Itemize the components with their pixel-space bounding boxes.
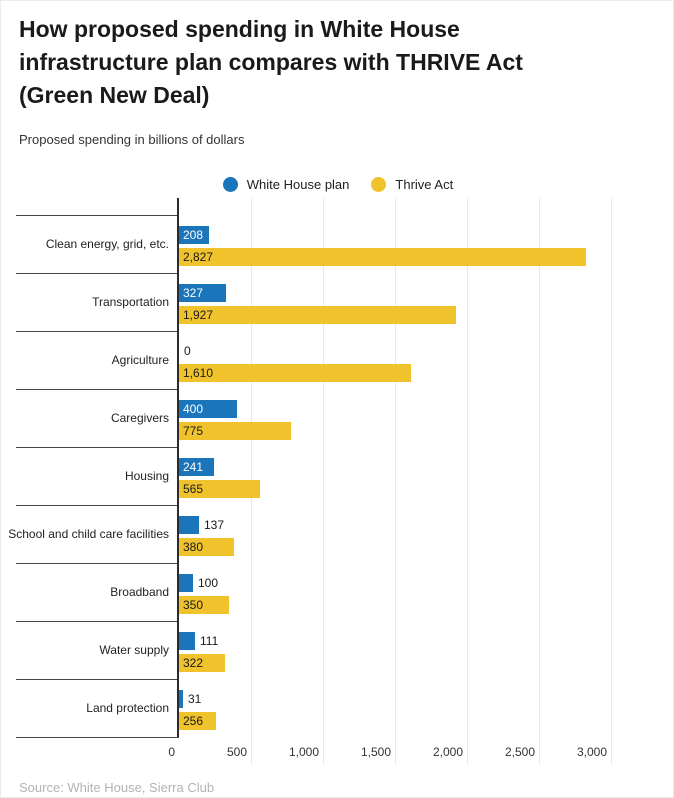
bar-white-house-plan bbox=[179, 632, 195, 650]
bar-value-label: 241 bbox=[183, 460, 204, 474]
category-label: Caregivers bbox=[110, 411, 169, 425]
bar-value-label: 2,827 bbox=[183, 250, 214, 264]
axis-line bbox=[177, 198, 179, 737]
grouped-bar-chart: Clean energy, grid, etc. 208 2,827 Transpor… bbox=[1, 198, 673, 773]
chart-title: How proposed spending in White House inf… bbox=[19, 16, 523, 108]
bar-white-house-plan bbox=[179, 690, 183, 708]
legend: White House plan Thrive Act bbox=[1, 177, 673, 192]
bar-white-house-plan bbox=[179, 574, 193, 592]
x-tick-label: 1,500 bbox=[360, 745, 391, 759]
bar-thrive-act bbox=[179, 364, 411, 382]
row-separator bbox=[16, 679, 179, 680]
bar-value-label: 400 bbox=[183, 402, 204, 416]
bar-value-label: 0 bbox=[184, 344, 191, 358]
row-separator bbox=[16, 621, 179, 622]
gridline bbox=[395, 198, 396, 764]
row-separator bbox=[16, 215, 179, 216]
legend-item-thrive-act: Thrive Act bbox=[371, 177, 453, 192]
gridline bbox=[323, 198, 324, 764]
bar-value-label: 775 bbox=[183, 424, 204, 438]
bar-value-label: 327 bbox=[183, 286, 204, 300]
category-label: Water supply bbox=[99, 643, 169, 657]
legend-label: White House plan bbox=[246, 177, 350, 192]
bar-value-label: 350 bbox=[183, 598, 204, 612]
category-label: Housing bbox=[124, 469, 169, 483]
category-label: Broadband bbox=[110, 585, 169, 599]
bar-thrive-act bbox=[179, 654, 225, 672]
gridline bbox=[467, 198, 468, 764]
row-separator bbox=[16, 505, 179, 506]
legend-item-white-house-plan: White House plan bbox=[222, 177, 350, 192]
bar-value-label: 380 bbox=[183, 540, 204, 554]
bar-thrive-act bbox=[179, 422, 291, 440]
bar-white-house-plan bbox=[179, 284, 226, 302]
x-tick-label: 2,000 bbox=[432, 745, 463, 759]
x-tick-label: 2,500 bbox=[504, 745, 535, 759]
bar-white-house-plan bbox=[179, 400, 237, 418]
source-note: Source: White House, Sierra Club bbox=[19, 780, 215, 795]
bar-value-label: 137 bbox=[204, 518, 225, 532]
chart-subtitle: Proposed spending in billions of dollars bbox=[19, 132, 245, 147]
row-separator bbox=[16, 447, 179, 448]
gridline bbox=[611, 198, 612, 764]
bar-thrive-act bbox=[179, 306, 456, 324]
x-tick-label: 1,000 bbox=[288, 745, 319, 759]
bar-white-house-plan bbox=[179, 226, 209, 244]
category-label: Clean energy, grid, etc. bbox=[45, 237, 169, 251]
row-separator bbox=[16, 331, 179, 332]
row-separator bbox=[16, 737, 179, 738]
x-tick-label: 0 bbox=[168, 745, 175, 759]
bar-white-house-plan bbox=[179, 458, 214, 476]
bar-value-label: 111 bbox=[200, 634, 219, 648]
category-label: Land protection bbox=[86, 701, 169, 715]
x-tick-label: 500 bbox=[226, 745, 247, 759]
bar-thrive-act bbox=[179, 248, 586, 266]
legend-label: Thrive Act bbox=[395, 177, 454, 192]
bar-thrive-act bbox=[179, 712, 216, 730]
bar-value-label: 1,610 bbox=[183, 366, 214, 380]
bar-value-label: 31 bbox=[188, 692, 202, 706]
legend-swatch-blue-circle-icon bbox=[222, 177, 238, 192]
category-label: Agriculture bbox=[111, 353, 169, 367]
bar-thrive-act bbox=[179, 480, 260, 498]
bar-value-label: 256 bbox=[183, 714, 204, 728]
row-separator bbox=[16, 563, 179, 564]
x-tick-label: 3,000 bbox=[576, 745, 607, 759]
bar-thrive-act bbox=[179, 596, 229, 614]
bar-value-label: 208 bbox=[183, 228, 204, 242]
bar-white-house-plan bbox=[179, 516, 199, 534]
bar-value-label: 565 bbox=[183, 482, 204, 496]
bar-value-label: 100 bbox=[198, 576, 219, 590]
category-label: School and child care facilities bbox=[8, 527, 169, 541]
bar-value-label: 322 bbox=[183, 656, 204, 670]
bar-thrive-act bbox=[179, 538, 234, 556]
row-separator bbox=[16, 389, 179, 390]
bar-value-label: 1,927 bbox=[183, 308, 214, 322]
row-separator bbox=[16, 273, 179, 274]
gridline bbox=[539, 198, 540, 764]
legend-swatch-yellow-circle-icon bbox=[371, 177, 387, 192]
category-label: Transportation bbox=[92, 295, 169, 309]
